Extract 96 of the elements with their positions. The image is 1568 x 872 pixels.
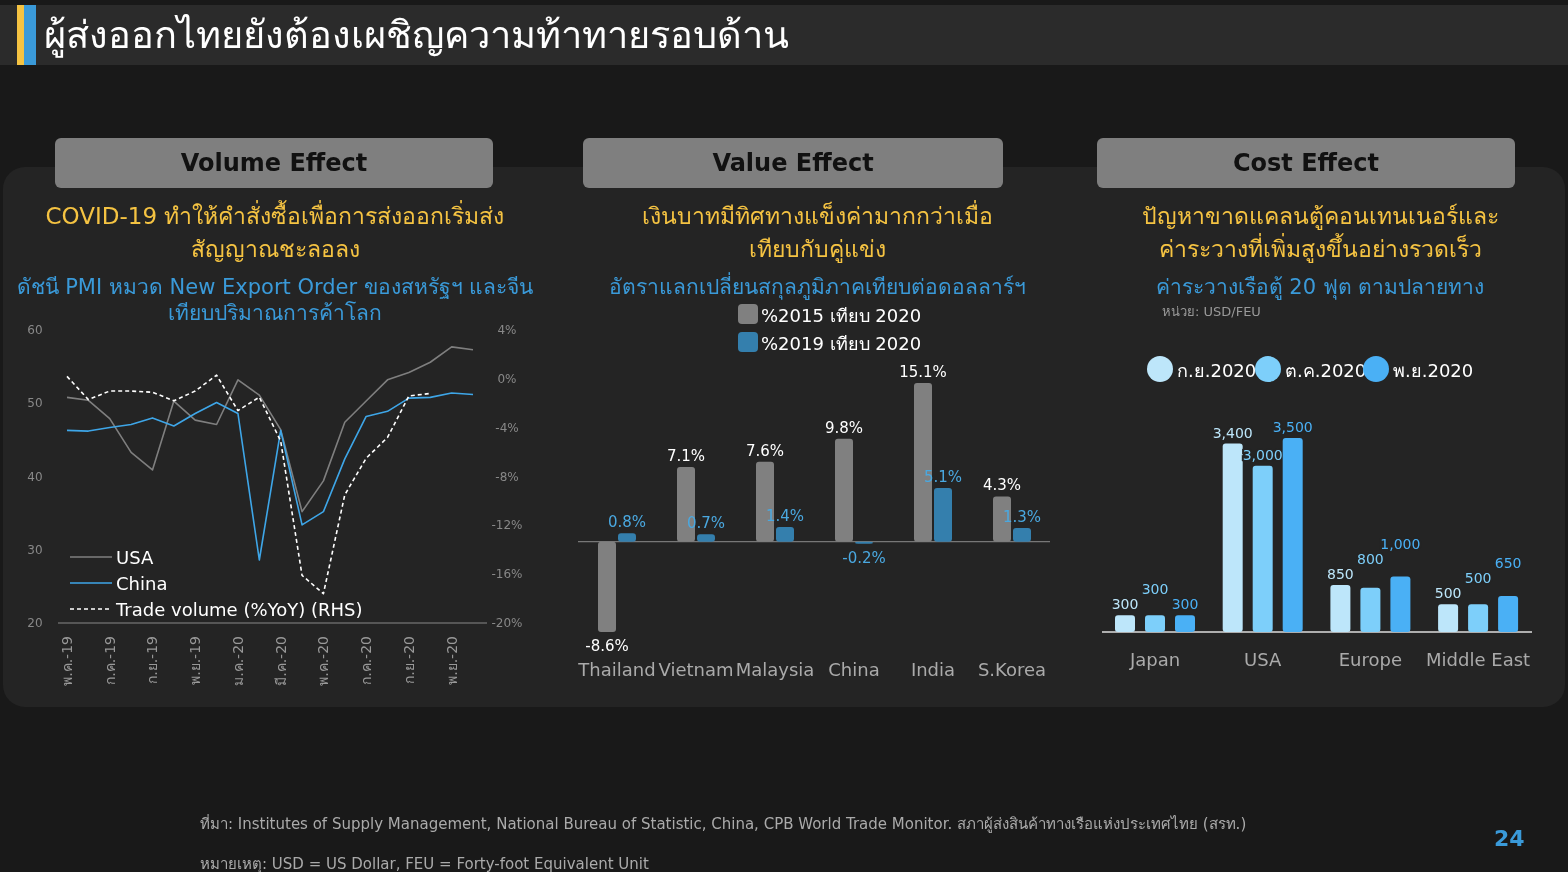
data-label: 500 — [1434, 585, 1462, 602]
bar — [1175, 615, 1195, 632]
x-tick-label: พ.ค.-20 — [315, 636, 332, 686]
data-label: 800 — [1357, 550, 1384, 567]
chart-title: Cost Effect — [1097, 138, 1515, 188]
x-tick-label: Middle East — [1426, 649, 1531, 670]
text: ที่มา: Institutes of Supply Management, National Bureau of Statistic, China, CPB World Trade Monitor. สภาผู้ส่งสินค้าทางเรือแห่งประเทศไทย (สรท.) — [200, 813, 1247, 835]
y2-tick-label: 4% — [497, 323, 517, 337]
bar — [1360, 587, 1381, 632]
y-tick-label: 50 — [27, 396, 43, 411]
data-label: 3,000 — [1242, 446, 1283, 463]
x-tick-label: ก.ค.-20 — [358, 636, 375, 685]
bar — [1252, 465, 1273, 632]
x-tick-label: India — [910, 659, 956, 680]
bar — [1222, 443, 1243, 632]
data-label: 0.8% — [607, 513, 647, 532]
legend-label: USA — [116, 547, 154, 568]
x-tick-label: Japan — [1128, 649, 1181, 670]
data-label: 4.3% — [982, 476, 1022, 495]
legend-label: ก.ย.2020 — [1177, 360, 1257, 381]
y2-tick-label: -20% — [491, 616, 523, 630]
line-series — [66, 346, 474, 513]
data-label: -0.2% — [842, 548, 886, 567]
data-label: 7.1% — [666, 447, 706, 466]
y2-tick-label: -8% — [495, 469, 519, 484]
data-label: 1.3% — [1002, 507, 1042, 526]
x-tick-label: Europe — [1338, 649, 1403, 670]
data-label: 3,500 — [1272, 419, 1313, 435]
bar — [1282, 438, 1303, 632]
x-tick-label: Thailand — [577, 659, 656, 680]
bar — [1438, 604, 1459, 632]
data-label: 5.1% — [923, 468, 963, 487]
x-tick-label: S.Korea — [977, 659, 1047, 680]
data-label: 300 — [1141, 581, 1169, 598]
text: ค่าระวางเรือตู้ 20 ฟุต ตามปลายทาง — [1154, 274, 1486, 300]
bar — [776, 526, 794, 542]
data-label: 3,400 — [1212, 424, 1253, 441]
data-label: 15.1% — [899, 363, 947, 381]
bar — [618, 533, 636, 542]
chart-subtitle: เงินบาทมีทิศทางแข็งค่ามากกว่าเมื่อเทียบกับคู่แข่ง — [641, 200, 994, 265]
x-tick-label: Malaysia — [735, 659, 815, 680]
line-series — [66, 374, 432, 595]
chart-subtitle: ปัญหาขาดแคลนตู้คอนเทนเนอร์และค่าระวางที่เพิ่มสูงขึ้นอย่างรวดเร็ว — [1140, 202, 1500, 265]
legend-label: ต.ค.2020 — [1285, 360, 1367, 381]
chart-subtitle: COVID-19 ทำให้คำสั่งซื้อเพื่อการส่งออกเริ่มส่งสัญญาณชะลอลง — [44, 200, 506, 264]
x-tick-label: ก.ย.-20 — [400, 636, 417, 684]
y-tick-label: 20 — [27, 616, 43, 630]
chart-title: Value Effect — [583, 138, 1003, 188]
data-label: 7.6% — [745, 441, 785, 460]
data-label: 1.4% — [765, 506, 805, 525]
x-tick-label: ก.ค.-19 — [101, 636, 118, 685]
y2-tick-label: -12% — [491, 518, 523, 533]
y2-tick-label: 0% — [497, 371, 517, 386]
data-label: 850 — [1327, 565, 1354, 582]
data-label: 1,000 — [1380, 535, 1421, 552]
legend-label: พ.ย.2020 — [1393, 360, 1474, 381]
text: ดัชนี PMI หมวด New Export Order ของสหรัฐฯ และจีนเทียบปริมาณการค้าโลก — [16, 275, 534, 325]
bar — [1145, 615, 1165, 632]
data-label: -8.6% — [585, 637, 629, 655]
data-label: 300 — [1111, 596, 1139, 613]
bar — [1330, 584, 1351, 632]
text: หน่วย: USD/FEU — [1162, 303, 1261, 321]
bar — [1013, 527, 1031, 542]
text: ผู้ส่งออกไทยยังต้องเผชิญความท้าทายรอบด้าน — [44, 12, 789, 60]
y-tick-label: 40 — [27, 469, 43, 484]
data-label: 0.7% — [686, 514, 726, 533]
x-tick-label: พ.ย.-20 — [443, 636, 460, 685]
y-tick-label: 60 — [27, 323, 43, 337]
bar — [934, 488, 952, 542]
bar — [1468, 604, 1489, 632]
data-label: 650 — [1494, 555, 1522, 572]
x-tick-label: มี.ค.-20 — [272, 636, 289, 686]
legend-label: %2015 เทียบ 2020 — [761, 305, 922, 326]
bar — [697, 534, 715, 542]
data-label: 500 — [1464, 570, 1492, 587]
legend-label: China — [116, 573, 168, 594]
legend-label: Trade volume (%YoY) (RHS) — [115, 599, 363, 620]
y2-tick-label: -4% — [495, 420, 519, 435]
x-tick-label: Vietnam — [658, 659, 734, 680]
x-tick-label: ก.ย.-19 — [144, 636, 161, 684]
y2-tick-label: -16% — [491, 567, 523, 582]
x-tick-label: China — [828, 659, 880, 680]
y-tick-label: 30 — [27, 542, 43, 557]
chart-title: Volume Effect — [55, 138, 493, 188]
data-label: 9.8% — [824, 418, 864, 437]
data-label: 300 — [1171, 596, 1199, 613]
x-tick-label: USA — [1244, 649, 1283, 670]
bar — [1390, 576, 1411, 632]
x-tick-label: พ.ค.-19 — [59, 636, 75, 686]
bar — [1115, 615, 1135, 632]
bar — [1498, 595, 1519, 632]
legend-label: %2019 เทียบ 2020 — [761, 333, 922, 354]
text: 24 — [1494, 826, 1525, 851]
x-tick-label: พ.ย.-19 — [187, 636, 204, 685]
text: อัตราแลกเปลี่ยนสกุลภูมิภาคเทียบต่อดอลลาร์ฯ — [608, 274, 1027, 300]
x-tick-label: ม.ค.-20 — [229, 636, 246, 686]
